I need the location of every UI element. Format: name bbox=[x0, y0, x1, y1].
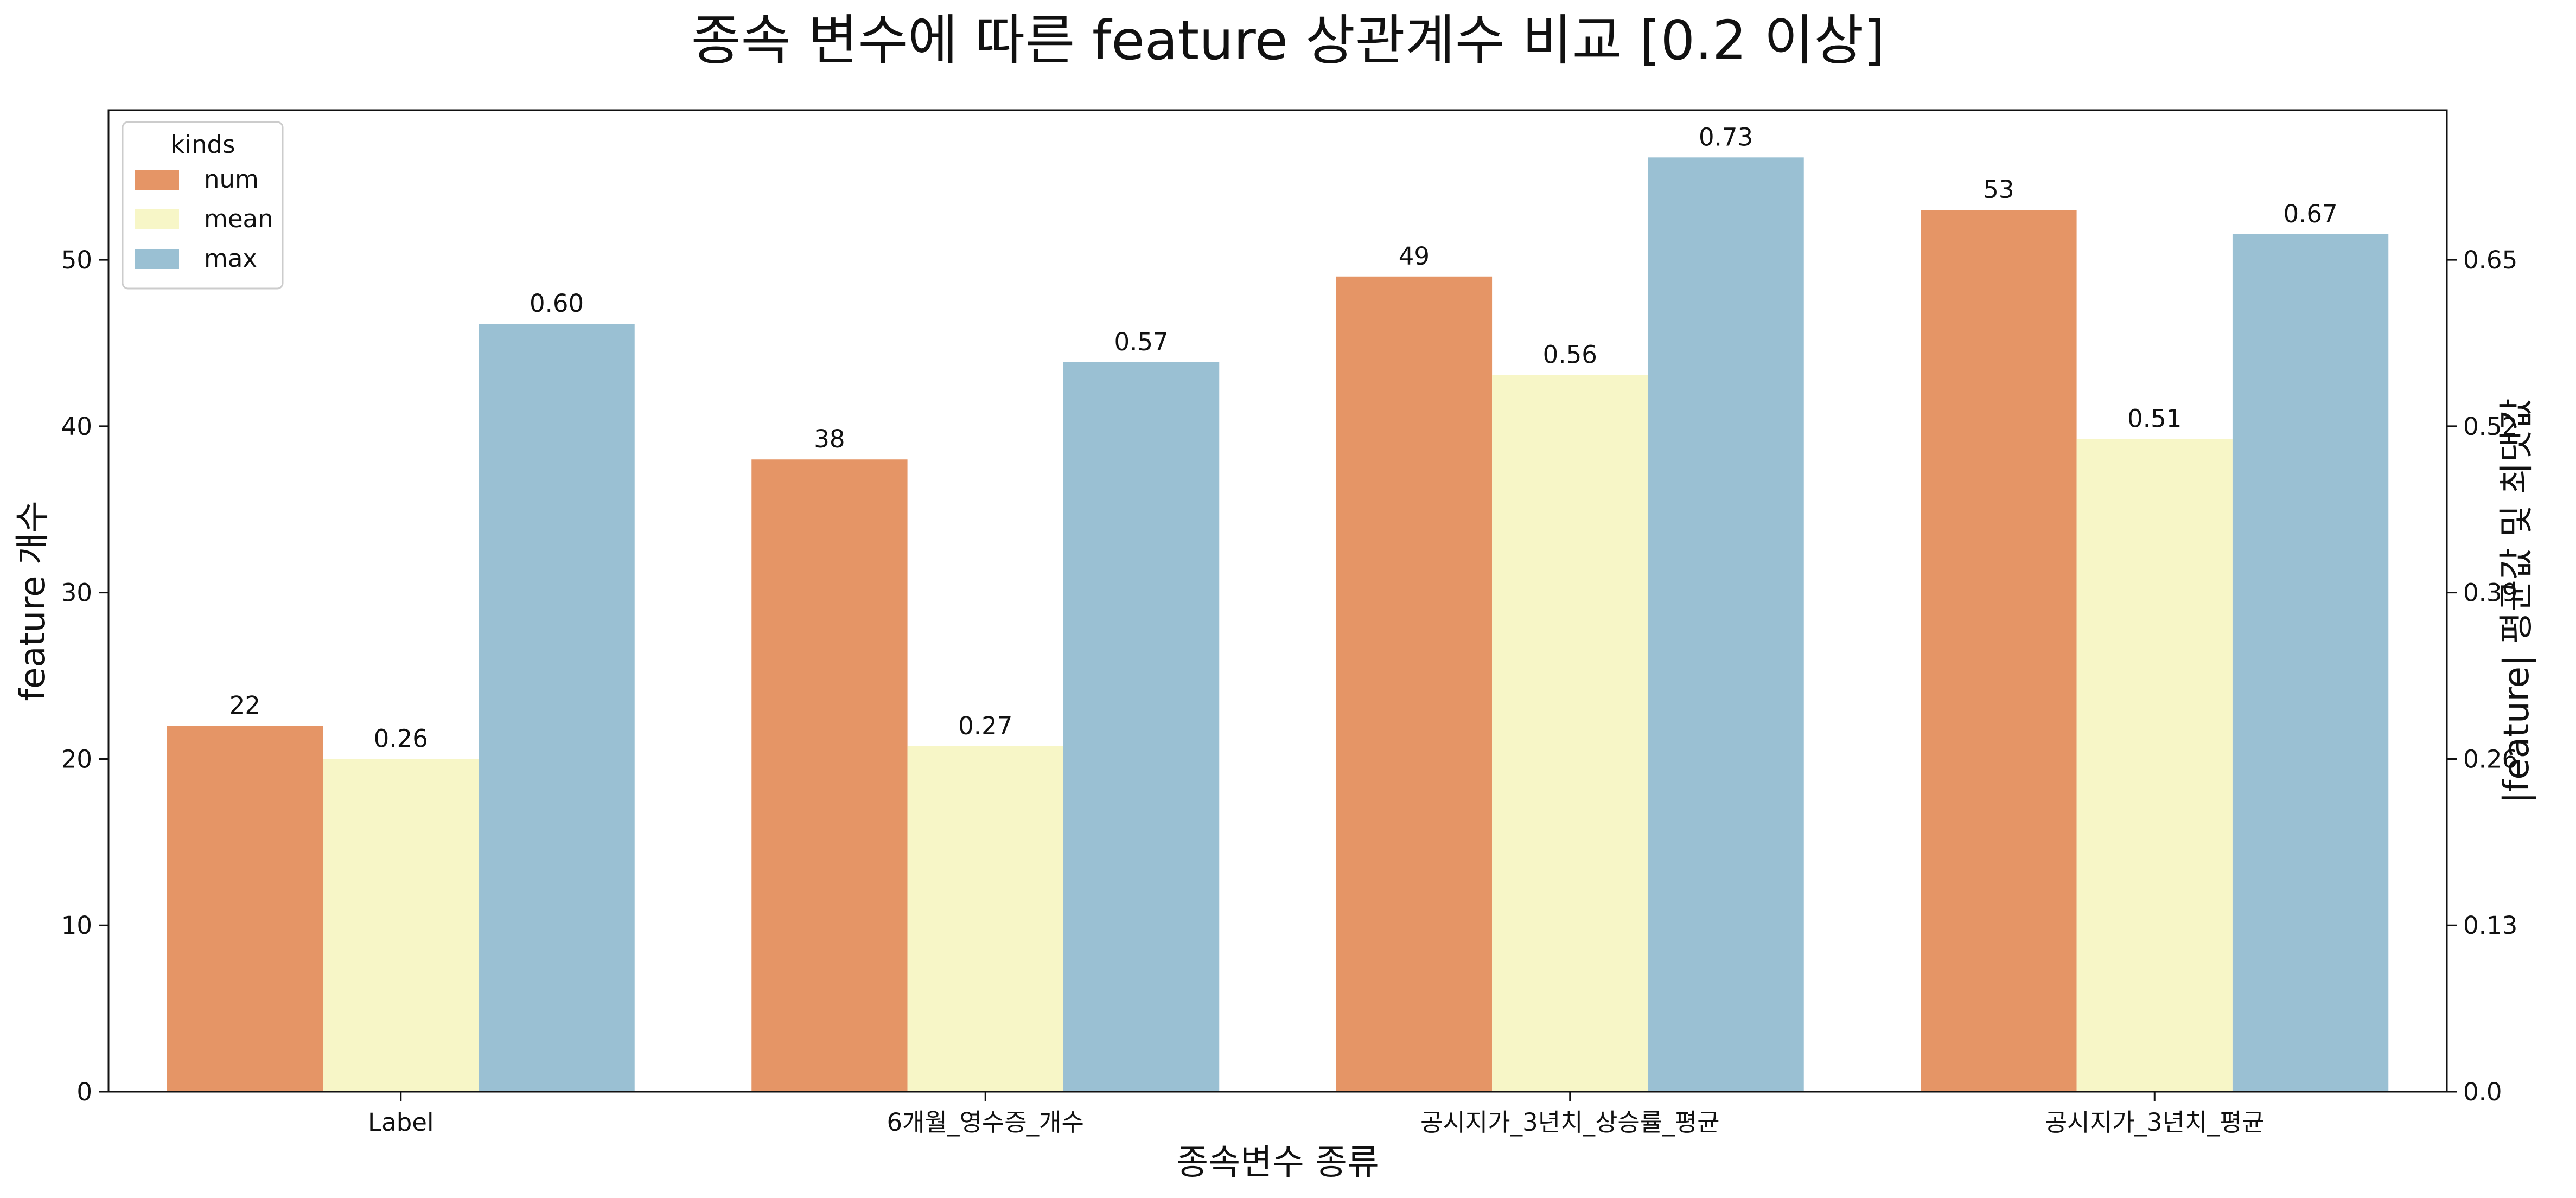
legend-title: kinds bbox=[170, 130, 235, 159]
y-right-tick-label: 0.52 bbox=[2463, 412, 2517, 441]
bar-mean-0 bbox=[323, 759, 479, 1092]
y-tick-label: 30 bbox=[61, 579, 92, 607]
legend-label-mean: mean bbox=[204, 204, 273, 233]
bar-num-3 bbox=[1921, 210, 2077, 1092]
bar-label-num-2: 49 bbox=[1399, 242, 1430, 271]
bar-label-num-1: 38 bbox=[814, 425, 845, 453]
bar-max-3 bbox=[2232, 234, 2389, 1092]
axes-layer: 0 10 20 30 40 50 0.0 0.13 0.26 0.39 0.52 0.65 Label 6… bbox=[13, 109, 2537, 1183]
bar-label-max-2: 0.73 bbox=[1699, 123, 1753, 151]
legend-swatch-mean bbox=[135, 209, 179, 229]
bar-max-0 bbox=[479, 324, 635, 1092]
bar-value-labels: 22 38 49 53 0.26 0.27 0.56 0.51 0.60 0.57 0.73 0.67 bbox=[229, 123, 2338, 753]
x-tick-label: 공시지가_3년치_평균 bbox=[2045, 1108, 2265, 1137]
bar-max-2 bbox=[1648, 157, 1804, 1092]
y-tick-label: 10 bbox=[61, 911, 92, 940]
bar-label-max-1: 0.57 bbox=[1114, 328, 1168, 356]
y-right-axis-title: |feature| 평균값 및 최댓값 bbox=[2497, 398, 2537, 803]
y-axis-title: feature 개수 bbox=[13, 501, 53, 701]
bar-num-2 bbox=[1336, 276, 1493, 1092]
legend-label-max: max bbox=[204, 244, 257, 273]
bar-mean-1 bbox=[907, 746, 1063, 1092]
bar-label-num-3: 53 bbox=[1983, 175, 2014, 204]
y-right-tick-label: 0.65 bbox=[2463, 246, 2517, 274]
bars-layer bbox=[167, 157, 2389, 1092]
legend: kinds num mean max bbox=[122, 121, 284, 290]
y-tick-label: 40 bbox=[61, 412, 92, 441]
y-tick-label: 20 bbox=[61, 745, 92, 773]
plot-frame bbox=[107, 109, 2448, 1093]
x-tick-label: Label bbox=[368, 1108, 433, 1137]
bar-label-max-0: 0.60 bbox=[530, 289, 584, 318]
y-right-tick-label: 0.13 bbox=[2463, 911, 2517, 940]
bar-num-1 bbox=[751, 459, 908, 1092]
x-tick-label: 공시지가_3년치_상승률_평균 bbox=[1420, 1108, 1720, 1137]
bar-mean-3 bbox=[2076, 439, 2233, 1092]
chart-title: 종속 변수에 따른 feature 상관계수 비교 [0.2 이상] bbox=[691, 9, 1885, 72]
x-axis-title: 종속변수 종류 bbox=[1176, 1143, 1379, 1183]
bar-label-num-0: 22 bbox=[229, 691, 260, 720]
legend-box bbox=[122, 121, 284, 290]
bar-label-mean-2: 0.56 bbox=[1543, 340, 1597, 369]
y-right-tick-label: 0.26 bbox=[2463, 745, 2517, 773]
bar-mean-2 bbox=[1492, 375, 1648, 1092]
y-tick-label: 0 bbox=[76, 1078, 92, 1106]
y-tick-label: 50 bbox=[61, 246, 92, 274]
bar-label-mean-1: 0.27 bbox=[958, 712, 1012, 740]
x-tick-label: 6개월_영수증_개수 bbox=[887, 1108, 1084, 1137]
legend-swatch-num bbox=[135, 170, 179, 190]
legend-swatch-max bbox=[135, 249, 179, 269]
bar-num-0 bbox=[167, 726, 323, 1092]
bar-label-mean-0: 0.26 bbox=[374, 724, 428, 753]
y-right-tick-label: 0.39 bbox=[2463, 579, 2517, 607]
bar-label-max-3: 0.67 bbox=[2283, 200, 2337, 228]
bar-max-1 bbox=[1063, 362, 1220, 1092]
bar-label-mean-3: 0.51 bbox=[2127, 404, 2182, 433]
y-right-tick-label: 0.0 bbox=[2463, 1078, 2502, 1106]
legend-label-num: num bbox=[204, 165, 259, 194]
